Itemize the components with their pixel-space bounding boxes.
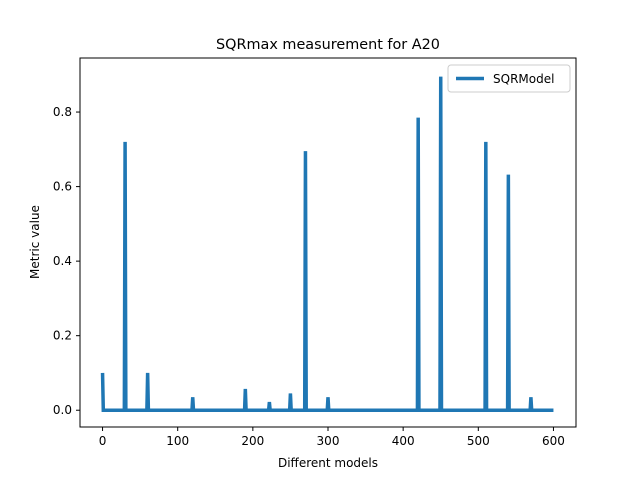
y-tick-label: 0.0 <box>53 403 72 417</box>
x-tick-label: 200 <box>241 434 264 448</box>
y-tick-label: 0.2 <box>53 329 72 343</box>
legend-box <box>447 64 571 93</box>
x-tick-label: 0 <box>99 434 107 448</box>
y-tick-label: 0.8 <box>53 105 72 119</box>
x-tick-label: 600 <box>542 434 565 448</box>
x-axis-label: Different models <box>278 456 378 470</box>
y-tick-label: 0.6 <box>53 180 72 194</box>
x-tick-label: 500 <box>467 434 490 448</box>
legend-label: SQRModel <box>493 72 554 86</box>
x-tick-label: 300 <box>317 434 340 448</box>
axes: 0 100 200 300 400 500 600 0.0 0.2 0.4 0.6 0.8 <box>53 57 577 448</box>
series-line-0 <box>100 76 554 412</box>
y-axis-label: Metric value <box>28 205 42 279</box>
x-tick-label: 400 <box>392 434 415 448</box>
x-tick-label: 100 <box>166 434 189 448</box>
legend: SQRModel <box>447 64 571 93</box>
plot-area <box>100 76 554 412</box>
y-tick-label: 0.4 <box>53 254 72 268</box>
chart-title: SQRmax measurement for A20 <box>216 37 440 53</box>
